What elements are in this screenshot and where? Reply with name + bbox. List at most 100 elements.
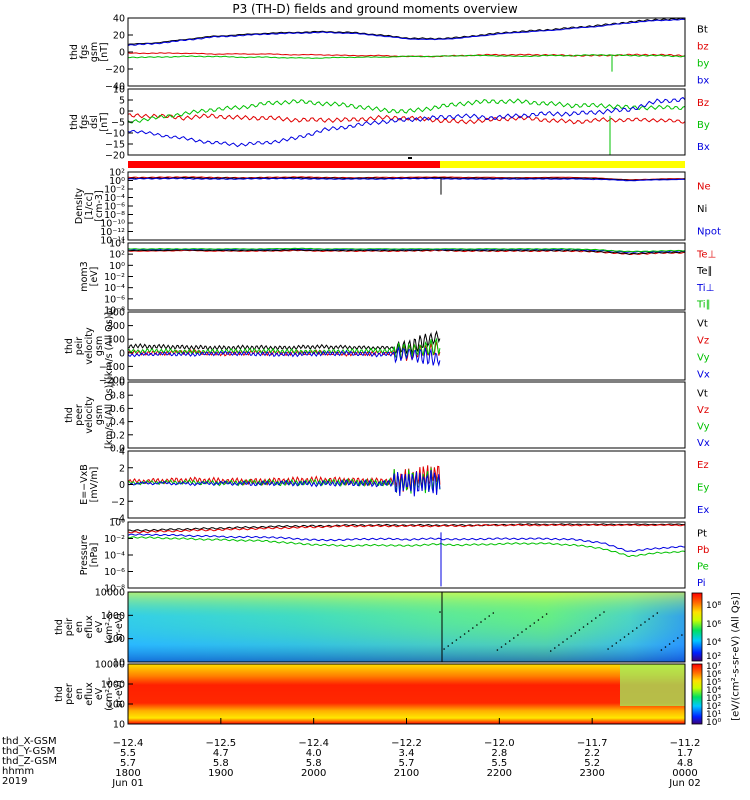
spectrogram-electron <box>128 664 685 724</box>
x-tick-label: 5.8 <box>213 758 229 769</box>
spectrogram-gap-dot <box>562 641 564 643</box>
x-tick-label: 1.7 <box>677 748 693 759</box>
y-tick-label: 10⁻² <box>104 272 125 283</box>
colorbar-tick: 10² <box>706 702 722 712</box>
spectrogram-gap-dot <box>455 639 458 641</box>
y-axis-label-line: (cm²-s- <box>104 610 115 644</box>
x-tick-label: 2300 <box>579 768 604 779</box>
spectrogram-gap-dot <box>496 649 499 651</box>
legend-Bz: Bz <box>697 98 709 109</box>
spectrogram-gap-dot <box>644 621 646 623</box>
y-axis-label: Density[1/cc][cm-3] <box>74 188 105 224</box>
spectrogram-gap-dot <box>578 629 581 631</box>
spectrogram-gap-dot <box>541 616 544 618</box>
y-axis-label-line: sr-eV) <box>114 680 125 708</box>
y-tick-label: −4 <box>111 514 125 525</box>
legend-Pi: Pi <box>697 578 706 589</box>
y-tick-label: 10⁻⁶ <box>104 567 125 578</box>
panel-frame <box>127 521 686 589</box>
y-axis-label-line: eflux <box>84 682 95 706</box>
panel-peer_en_eflux: 10000 1000 100 10 thdpeerenefluxeV(cm²-s-sr-… <box>54 660 686 731</box>
y-axis-label-line: [km/s (All Qs)] <box>104 381 115 449</box>
spectrogram-gap-dot <box>537 619 540 621</box>
spectrogram-gap-dot <box>476 624 478 626</box>
y-tick-label: 1000 <box>101 680 125 691</box>
y-axis-label: thdfgsdsl[nT] <box>69 112 110 131</box>
legend-Ti⊥: Ti⊥ <box>696 283 714 294</box>
spectrogram-gap-dot <box>517 634 519 636</box>
spectrogram-gap-dot <box>472 627 474 629</box>
x-tick-label: 5.5 <box>491 758 507 769</box>
x-tick-label: 5.7 <box>120 758 136 769</box>
colorbar-tick: 10⁰ <box>706 718 722 728</box>
y-tick-label: 10 <box>113 658 125 669</box>
spectrogram-gap-dot <box>545 613 548 615</box>
spectrogram-gap-dot <box>500 646 503 648</box>
legend-Vt: Vt <box>697 319 708 330</box>
spectrogram-gap-dot <box>459 636 462 638</box>
legend-Vz: Vz <box>697 336 709 347</box>
y-tick-label: 10⁰ <box>109 518 125 529</box>
x-tick-label: −12.4 <box>298 738 329 749</box>
y-tick-label: 0 <box>119 348 125 359</box>
xrow-label-year: 2019 <box>2 776 28 787</box>
y-axis-label-line: peir <box>74 337 85 356</box>
legend-Pt: Pt <box>697 528 707 539</box>
spectrogram-gap-dot <box>447 645 450 647</box>
x-tick-label: Jun 02 <box>668 778 701 789</box>
y-axis-label-line: fgs <box>79 45 90 59</box>
spectrogram-gap-dot <box>664 646 667 648</box>
y-axis-label: thdpeervelocitygsm[km/s (All Qs)] <box>64 381 115 449</box>
status-bar-yellow <box>440 161 685 168</box>
xrow-label-y: thd_Y-GSM <box>2 746 56 757</box>
series-bx <box>127 18 686 47</box>
y-axis-label-line: eV <box>94 620 105 633</box>
y-tick-label: 100 <box>107 634 125 645</box>
panel-peir_en_eflux: 10000 1000 100 10 thdpeirenefluxeV(cm²-s-sr-… <box>54 588 686 669</box>
spectrogram-gap-dot <box>611 645 613 647</box>
spectrogram-gap-dot <box>627 633 630 635</box>
y-axis-label-line: [nPa] <box>89 543 100 568</box>
y-tick-label: 10⁰ <box>109 176 125 187</box>
x-tick-label: 2.8 <box>491 748 507 759</box>
spectrogram-gap-dot <box>582 626 585 628</box>
y-tick-label: 1000 <box>101 611 125 622</box>
panel-frame <box>127 591 686 663</box>
y-tick-label: −5 <box>111 118 125 129</box>
spectrogram-gap-dot <box>525 628 527 630</box>
y-axis-label-line: mom3 <box>79 261 90 291</box>
x-tick-label: −12.2 <box>391 738 422 749</box>
panel-frame <box>127 242 686 311</box>
y-axis-label-line: sr-eV) <box>114 613 125 641</box>
y-tick-label: 10⁻² <box>104 185 125 196</box>
series-by <box>128 54 686 59</box>
y-tick-label: 5 <box>119 96 125 107</box>
legend-Vy: Vy <box>697 421 710 432</box>
xrow-label-x: thd_X-GSM <box>2 736 57 747</box>
y-tick-label: −15 <box>105 140 125 151</box>
y-tick-label: 300 <box>107 308 125 319</box>
y-tick-label: 0.0 <box>110 444 125 455</box>
x-tick-label: 4.7 <box>213 748 229 759</box>
series-By <box>127 98 686 124</box>
colorbar-tick: 10⁴ <box>706 638 722 648</box>
spectrogram-gap-dot <box>554 647 556 649</box>
series-Pi <box>127 533 686 553</box>
colorbar-tick: 10¹ <box>706 710 722 720</box>
y-axis-label-line: [nT] <box>99 42 110 61</box>
y-tick-label: 10000 <box>95 660 125 671</box>
y-tick-label: 10² <box>109 250 125 261</box>
series-Npot <box>127 177 686 182</box>
y-tick-label: 10 <box>113 85 125 96</box>
y-axis-label-line: thd <box>64 338 75 354</box>
y-tick-label: 0 <box>119 48 125 59</box>
y-tick-label: 2 <box>119 463 125 474</box>
y-tick-label: 10⁻¹⁰ <box>100 219 125 230</box>
series-Vy <box>127 337 441 360</box>
spectrogram-gap-dot <box>660 649 663 651</box>
legend-Ez: Ez <box>697 460 709 471</box>
y-tick-label: 10⁴ <box>109 239 125 250</box>
x-tick-label: 4.0 <box>306 748 322 759</box>
spectrogram-gap-dot <box>623 636 626 638</box>
y-tick-label: 10⁻⁴ <box>104 283 125 294</box>
